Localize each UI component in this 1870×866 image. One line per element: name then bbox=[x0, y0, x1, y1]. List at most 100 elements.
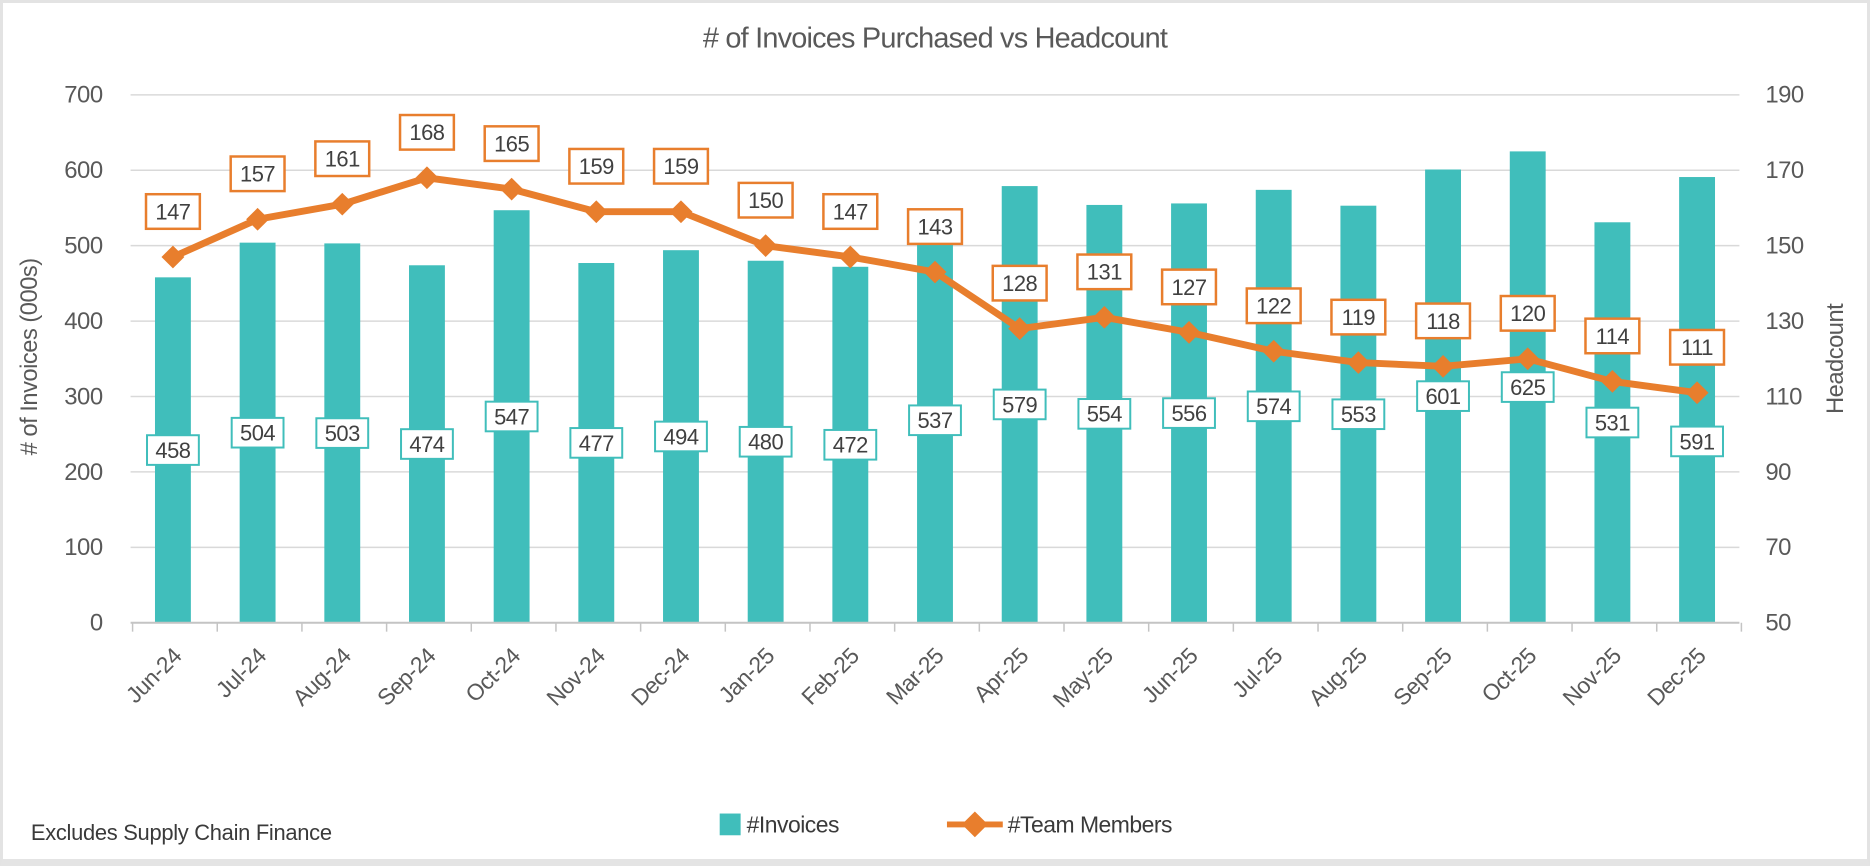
line-value-label: 165 bbox=[494, 132, 529, 157]
right-tick-label: 90 bbox=[1765, 459, 1791, 486]
x-axis-label: Mar-25 bbox=[881, 643, 949, 710]
left-tick-label: 200 bbox=[64, 459, 103, 486]
x-axis-label: Jul-25 bbox=[1227, 643, 1288, 703]
right-tick-label: 70 bbox=[1765, 534, 1791, 561]
bar-value-box bbox=[315, 417, 370, 449]
x-axis-label: Oct-25 bbox=[1476, 643, 1541, 707]
line-value-label: 168 bbox=[409, 120, 444, 145]
x-axis-label: Sep-25 bbox=[1388, 643, 1457, 711]
right-axis-ticks: 50 70 90 110 130 150 170 190 bbox=[1765, 82, 1804, 637]
invoices-swatch-icon bbox=[719, 813, 741, 836]
line-value-box bbox=[229, 155, 286, 193]
line-value-box bbox=[1330, 298, 1387, 336]
line-point-diamond bbox=[330, 192, 354, 216]
bar-value-label: 574 bbox=[1256, 394, 1291, 419]
chart-svg: # of Invoices Purchased vs Headcount 458… bbox=[16, 23, 1849, 846]
bar-value-box bbox=[400, 428, 454, 460]
line-value-label: 122 bbox=[1256, 294, 1291, 319]
line-value-box bbox=[906, 208, 964, 246]
bar-value-box bbox=[1585, 406, 1640, 439]
footnote: Excludes Supply Chain Finance bbox=[31, 820, 332, 845]
bar-value-box bbox=[1162, 397, 1216, 429]
line-point-diamond bbox=[838, 245, 862, 269]
line-point-diamond bbox=[1092, 305, 1116, 329]
left-axis-ticks: 0 100 200 300 400 500 600 700 bbox=[64, 82, 103, 637]
legend-item-team-members: #Team Members bbox=[946, 811, 1173, 838]
x-axis-label: Nov-24 bbox=[541, 642, 610, 711]
bar-value-label: 554 bbox=[1087, 402, 1122, 427]
line-value-box bbox=[1668, 328, 1726, 366]
bar-value-box bbox=[1077, 398, 1132, 430]
bar-value-box bbox=[908, 404, 962, 437]
legend-label-invoices: #Invoices bbox=[747, 811, 839, 837]
line-point-diamond bbox=[161, 245, 185, 269]
right-tick-label: 50 bbox=[1765, 610, 1791, 637]
x-axis bbox=[130, 621, 1743, 632]
team-members-diamond-icon bbox=[961, 811, 988, 838]
left-tick-label: 300 bbox=[64, 383, 103, 410]
x-axis-label: Jul-24 bbox=[211, 642, 272, 703]
bar-value-label: 556 bbox=[1171, 401, 1206, 426]
line-value-label: 147 bbox=[833, 200, 868, 225]
line-value-label: 161 bbox=[325, 147, 360, 172]
line-value-label: 127 bbox=[1171, 275, 1206, 300]
x-axis-label: Jan-25 bbox=[713, 643, 779, 708]
x-axis-label: Oct-24 bbox=[460, 642, 526, 707]
bar-value-box bbox=[1416, 380, 1470, 412]
bar-value-box bbox=[738, 425, 793, 458]
left-tick-label: 700 bbox=[64, 82, 103, 109]
legend-label-team-members: #Team Members bbox=[1008, 811, 1172, 837]
bar-value-labels: 458 504 503 474 547 477 494 480 472 537 579 554 556 5… bbox=[146, 371, 1724, 466]
bar-value-label: 579 bbox=[1002, 392, 1037, 417]
line-point-diamond bbox=[754, 234, 778, 258]
x-axis-labels: Jun-24 Jul-24 Aug-24 Sep-24 Oct-24 Nov-24 Dec-… bbox=[121, 642, 1711, 712]
line-value-label: 114 bbox=[1596, 324, 1630, 349]
line-value-box bbox=[822, 192, 879, 231]
x-axis-label: Nov-25 bbox=[1557, 643, 1626, 711]
line-value-label: 147 bbox=[155, 200, 190, 225]
line-value-box bbox=[568, 147, 625, 185]
line-point-diamond bbox=[500, 177, 524, 201]
line-value-box bbox=[991, 264, 1048, 302]
bar-value-label: 494 bbox=[663, 424, 698, 449]
right-axis-title: Headcount bbox=[1822, 303, 1849, 414]
line-value-label: 119 bbox=[1342, 305, 1376, 330]
line-value-label: 118 bbox=[1426, 309, 1460, 334]
legend-item-invoices: #Invoices bbox=[719, 811, 840, 837]
line-value-label: 159 bbox=[663, 154, 698, 179]
left-tick-label: 600 bbox=[64, 157, 103, 184]
bar-value-label: 591 bbox=[1680, 429, 1715, 454]
bar-value-label: 458 bbox=[155, 438, 190, 463]
line-value-box bbox=[314, 140, 371, 178]
right-tick-label: 170 bbox=[1765, 157, 1804, 184]
left-tick-label: 0 bbox=[90, 610, 103, 637]
bar-value-box bbox=[1670, 425, 1724, 458]
bar-value-box bbox=[230, 416, 285, 449]
line-value-box bbox=[1160, 268, 1218, 306]
line-value-label: 150 bbox=[748, 188, 783, 213]
line-value-box bbox=[144, 192, 202, 231]
bar-value-box bbox=[1331, 398, 1386, 431]
legend: #Invoices #Team Members bbox=[719, 811, 1173, 838]
bar-value-box bbox=[146, 434, 200, 466]
bar-value-label: 472 bbox=[833, 433, 868, 458]
left-tick-label: 400 bbox=[64, 308, 103, 335]
bar-value-label: 601 bbox=[1426, 384, 1461, 409]
right-tick-label: 190 bbox=[1765, 82, 1804, 109]
bar-value-label: 504 bbox=[240, 421, 275, 446]
bar-value-label: 553 bbox=[1341, 402, 1376, 427]
line-value-box bbox=[1499, 294, 1556, 332]
line-value-box bbox=[737, 181, 794, 219]
bar-value-box bbox=[484, 400, 539, 433]
line-value-box bbox=[483, 125, 540, 163]
bar-value-label: 547 bbox=[494, 404, 529, 429]
bar-value-label: 625 bbox=[1510, 375, 1545, 400]
bar-value-label: 537 bbox=[917, 408, 952, 433]
right-tick-label: 110 bbox=[1765, 383, 1802, 410]
bar-value-label: 503 bbox=[325, 421, 360, 446]
line-value-box bbox=[1076, 253, 1133, 291]
x-axis-label: Dec-25 bbox=[1642, 643, 1711, 711]
line-point-diamond bbox=[1346, 351, 1370, 374]
x-axis-label: Feb-25 bbox=[796, 643, 864, 710]
